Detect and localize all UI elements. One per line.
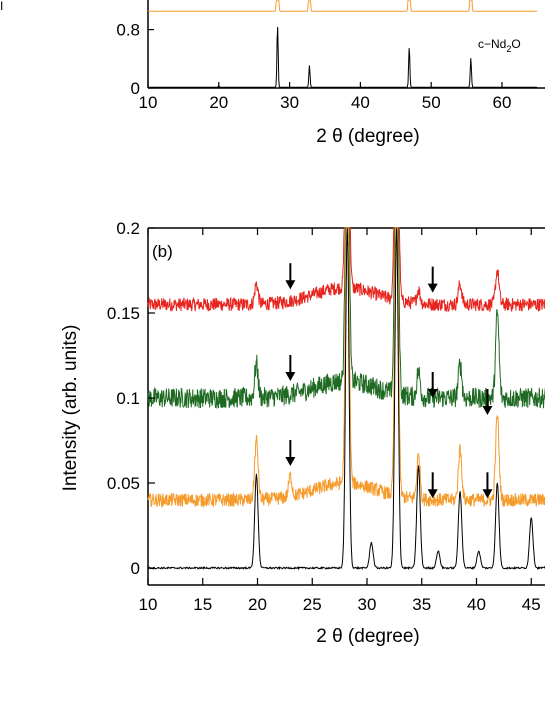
arrow-head bbox=[285, 372, 296, 381]
bottom-panel: 10 15 20 25 30 35 40 45 0 0.05 0.1 0.15 0.2 (b) Inte… bbox=[60, 219, 545, 647]
nd2o-tail: O bbox=[511, 37, 520, 51]
arrow-head bbox=[482, 406, 493, 415]
bottom-x-tick-label: 15 bbox=[193, 595, 212, 614]
arrow-head bbox=[427, 389, 438, 398]
series-line-2 bbox=[147, 227, 545, 509]
series-line-0 bbox=[147, 227, 545, 313]
nd2o-label: c−Nd bbox=[478, 37, 506, 51]
bottom-x-tick-label: 35 bbox=[412, 595, 431, 614]
arrow-head bbox=[285, 280, 296, 290]
top-x-tick-label: 40 bbox=[351, 93, 370, 112]
bottom-x-tick-label: 20 bbox=[248, 595, 267, 614]
arrow-head bbox=[427, 489, 438, 499]
top-y-tick-label: 0 bbox=[131, 79, 140, 98]
top-x-tick-label: 10 bbox=[139, 93, 158, 112]
top-x-tick-label: 50 bbox=[422, 93, 441, 112]
bottom-y-tick-label: 0.1 bbox=[116, 389, 140, 408]
top-x-tick-label: 20 bbox=[209, 93, 228, 112]
arrow-head bbox=[427, 283, 438, 293]
top-y-tick-label: 0.8 bbox=[116, 21, 140, 40]
series-line-1 bbox=[147, 227, 545, 409]
top-black-pattern bbox=[148, 26, 538, 88]
top-orange-pattern bbox=[148, 0, 538, 12]
bottom-y-tick-label: 0.05 bbox=[107, 474, 140, 493]
bottom-x-axis-title: 2 θ (degree) bbox=[316, 626, 420, 647]
bottom-y-tick-label: 0 bbox=[131, 559, 140, 578]
bottom-x-tick-label: 10 bbox=[139, 595, 158, 614]
series-line-3 bbox=[148, 227, 545, 571]
bottom-x-tick-label: 30 bbox=[358, 595, 377, 614]
top-x-tick-label: 60 bbox=[493, 93, 512, 112]
top-panel: I 10 20 30 40 50 60 0 0.8 c−Nd2O 2 θ (degree) bbox=[0, 0, 545, 147]
arrow-head bbox=[482, 489, 493, 499]
bottom-x-tick-label: 25 bbox=[303, 595, 322, 614]
arrow-head bbox=[285, 457, 296, 466]
panel-tag-b: (b) bbox=[152, 242, 173, 261]
bottom-y-tick-label: 0.15 bbox=[107, 304, 140, 323]
bottom-y-tick-label: 0.2 bbox=[116, 219, 140, 238]
cropped-ylabel-fragment: I bbox=[0, 0, 3, 13]
top-x-tick-label: 30 bbox=[280, 93, 299, 112]
top-x-axis-title: 2 θ (degree) bbox=[316, 126, 420, 147]
nd2o-subscript: 2 bbox=[506, 44, 511, 54]
bottom-y-axis-title: Intensity (arb. units) bbox=[60, 325, 81, 492]
bottom-x-tick-label: 40 bbox=[467, 595, 486, 614]
bottom-x-tick-label: 45 bbox=[522, 595, 541, 614]
nd2o-annotation: c−Nd2O bbox=[478, 37, 521, 54]
